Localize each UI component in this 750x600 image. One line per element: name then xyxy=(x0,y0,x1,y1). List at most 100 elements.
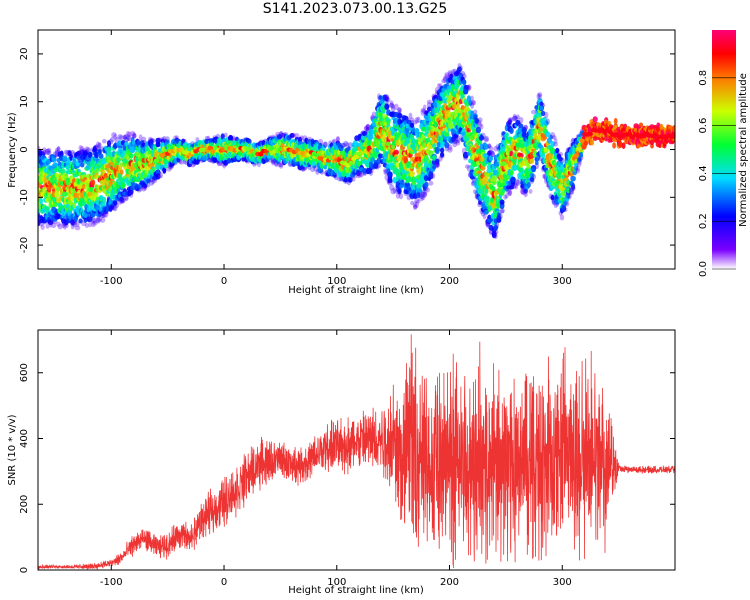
spectrogram-cell xyxy=(72,202,77,209)
spectrogram-cell xyxy=(98,153,104,160)
spectrogram-cell xyxy=(337,176,342,182)
spectrogram-cell xyxy=(113,200,118,206)
spectrogram-cell xyxy=(69,220,76,226)
spectrogram-cell xyxy=(92,145,97,153)
spectrogram-cell xyxy=(414,197,420,204)
spectrogram-cell xyxy=(491,175,498,183)
spectrogram-cell xyxy=(61,212,66,219)
spectrogram-cell xyxy=(223,132,228,138)
spectrogram-cell xyxy=(228,135,234,140)
spectrogram-cell xyxy=(317,138,324,146)
spectrogram-cell xyxy=(355,169,361,176)
spectrogram-cell xyxy=(417,188,423,193)
spectrogram-cell xyxy=(411,180,416,186)
spectrogram-cell xyxy=(73,215,78,223)
spectrogram-cell xyxy=(388,171,392,178)
spectrogram-cell xyxy=(365,123,370,130)
spectrogram-cell xyxy=(393,103,399,111)
spectrogram-cell xyxy=(231,135,236,141)
spectrogram-cell xyxy=(106,146,112,154)
spectrogram-cell xyxy=(106,140,112,147)
spectrogram-cell xyxy=(435,162,440,168)
spectrogram-cell xyxy=(575,168,580,174)
spectrogram-cell xyxy=(509,127,514,134)
chart-title: S141.2023.073.00.13.G25 xyxy=(262,1,448,17)
spectrogram-cell xyxy=(51,157,57,163)
spectrogram-cell xyxy=(613,117,618,125)
spectrogram-cell xyxy=(151,138,156,144)
spectrogram-cell xyxy=(73,192,79,199)
spectrogram-cell xyxy=(384,94,390,101)
spectrogram-cell xyxy=(400,179,405,186)
spectrogram-cell xyxy=(424,181,429,188)
spectrogram-cell xyxy=(447,146,453,153)
spectrogram-cell xyxy=(267,157,273,163)
spectrogram-cell xyxy=(341,142,347,148)
spectrogram-cell xyxy=(141,136,147,143)
spectrogram-cell xyxy=(369,170,373,176)
spectrogram-cell xyxy=(672,125,675,133)
spectrogram-cell xyxy=(46,186,52,191)
spectrogram-cell xyxy=(420,191,426,197)
spectrogram-cell xyxy=(479,123,484,130)
spectrogram-cell xyxy=(454,136,459,142)
spectrogram-cell xyxy=(55,186,62,192)
spectrogram-cell xyxy=(384,103,390,110)
spectrogram-cell xyxy=(78,218,83,224)
spectrogram-cell xyxy=(157,173,162,179)
spectrogram-cell xyxy=(570,175,576,182)
spectrogram-cell xyxy=(456,66,462,73)
spectrogram-cell xyxy=(389,102,395,108)
spectrogram-cell xyxy=(76,150,82,156)
spectrogram-cell xyxy=(555,147,560,154)
spectrogram-cell xyxy=(119,197,125,204)
spectrogram-cell xyxy=(553,138,558,144)
spectrogram-cell xyxy=(499,199,505,205)
spectrogram-cell xyxy=(578,152,584,158)
spectrogram-cell xyxy=(155,141,161,148)
spectrogram-cell xyxy=(75,221,80,227)
spectrogram-cell xyxy=(146,182,151,188)
spectrogram-cell xyxy=(40,224,45,230)
spectrogram-cell xyxy=(119,135,125,141)
spectrogram-cell xyxy=(498,213,503,220)
spectrogram-cell xyxy=(386,120,391,125)
spectrogram-cell xyxy=(373,161,379,168)
spectrogram-ridge-cell xyxy=(348,160,354,166)
spectrogram-cell xyxy=(124,133,129,140)
spectrogram-cell xyxy=(117,134,123,140)
spectrogram-cell xyxy=(90,220,96,228)
spectrogram-cell xyxy=(84,223,89,228)
spectrogram-cell xyxy=(307,164,312,170)
spectrogram-cell xyxy=(384,95,389,100)
spectrogram-cell xyxy=(426,101,432,109)
spectrogram-cell xyxy=(577,161,582,168)
spectrogram-ridge-cell xyxy=(356,151,362,157)
spectrogram-cell xyxy=(523,124,528,130)
spectrogram-cell xyxy=(42,149,47,156)
spectrogram-cell xyxy=(48,221,53,228)
spectrogram-cell xyxy=(121,198,126,204)
spectrogram-cell xyxy=(162,167,167,174)
spectrogram-cell xyxy=(291,132,296,138)
spectrogram-cell xyxy=(51,222,57,229)
spectrogram-cell xyxy=(455,137,461,144)
spectrogram-cell xyxy=(131,133,137,139)
spectrogram-ridge-cell xyxy=(573,153,579,158)
spectrogram-cell xyxy=(182,159,187,165)
spectrogram-cell xyxy=(59,150,64,157)
spectrogram-cell xyxy=(531,173,537,180)
spectrogram-cell xyxy=(285,157,290,162)
spectrogram-cell xyxy=(441,78,447,84)
spectrogram-cell xyxy=(166,166,172,172)
spectrogram-cell xyxy=(423,175,429,182)
spectrogram-cell xyxy=(420,195,426,200)
spectrogram-ridge-cell xyxy=(587,131,594,137)
spectrogram-cell xyxy=(78,145,83,151)
spectrogram-cell xyxy=(403,115,409,121)
spectrogram-cell xyxy=(452,137,458,145)
spectrogram-cell xyxy=(127,131,132,137)
spectrogram-cell xyxy=(509,169,514,176)
spectrogram-cell xyxy=(376,163,382,169)
